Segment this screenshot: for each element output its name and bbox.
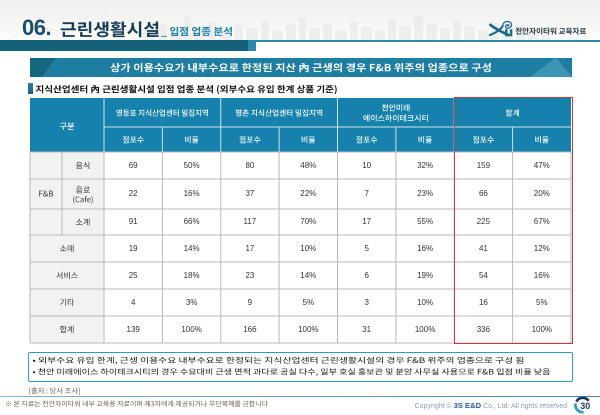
svg-text:30: 30 (580, 401, 590, 411)
